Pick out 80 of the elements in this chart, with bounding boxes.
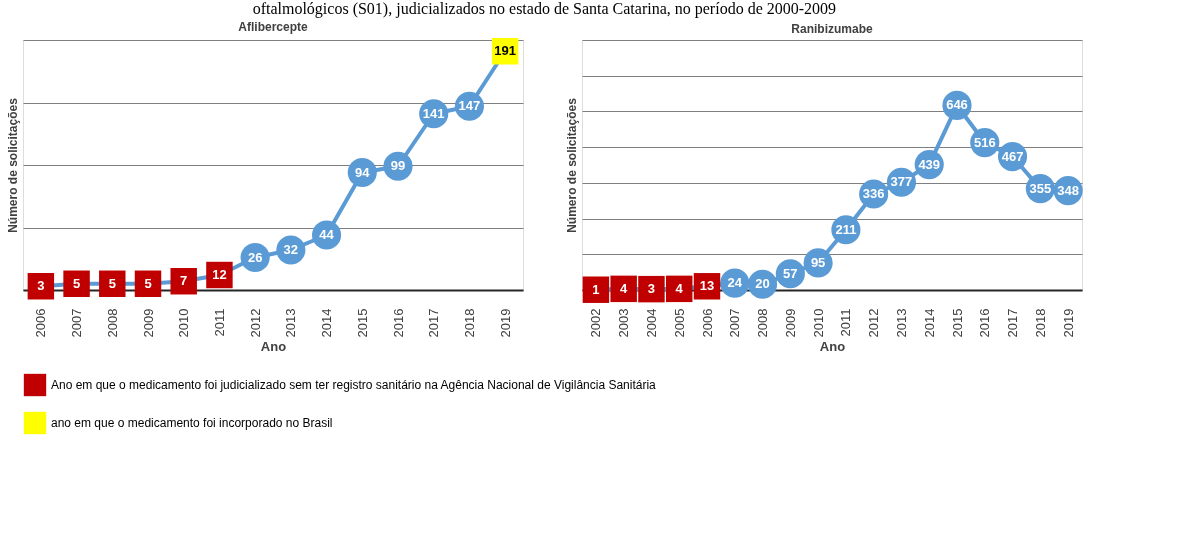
data-label: 3: [647, 281, 656, 297]
x-tick-label: 2002: [588, 308, 604, 338]
x-tick-label: 2009: [140, 308, 156, 338]
chart-title: Aflibercepte: [238, 20, 308, 35]
data-label: 12: [212, 267, 227, 282]
data-label: 3: [37, 278, 45, 294]
data-label: 95: [810, 254, 826, 270]
x-tick-label: 2015: [354, 308, 370, 338]
data-label: 13: [699, 278, 715, 294]
point: [610, 275, 637, 303]
point: [638, 275, 665, 303]
data-label: 336: [862, 186, 885, 201]
x-tick-label: 2008: [755, 308, 771, 338]
data-label: 439: [918, 156, 941, 172]
point: [582, 276, 610, 303]
point: [63, 270, 90, 297]
data-label: 7: [180, 273, 188, 289]
x-tick-label: 2008: [104, 308, 120, 338]
x-tick-label: 2004: [643, 308, 659, 338]
data-label: 4: [675, 280, 684, 296]
x-tick-label: 2019: [1060, 308, 1076, 338]
data-label: 44: [319, 227, 335, 242]
x-tick-label: 2010: [810, 308, 826, 338]
data-label: 1: [592, 281, 600, 297]
data-label: 141: [422, 105, 445, 121]
text: oftalmológicos (S01), judicializados no estado de Santa Catarina, no período de 2000-2009: [252, 0, 837, 18]
x-tick-label: 2007: [727, 308, 743, 338]
data-label: 32: [283, 242, 299, 257]
data-label: 211: [835, 221, 857, 237]
x-tick-label: 2005: [671, 308, 687, 338]
data-label: 377: [890, 174, 913, 190]
x-tick-label: 2013: [283, 308, 299, 338]
x-axis-title: Ano: [819, 339, 846, 355]
x-tick-label: 2014: [319, 308, 335, 338]
x-axis-title: Ano: [260, 339, 287, 355]
data-label: 4: [620, 280, 629, 296]
x-tick-label: 2012: [866, 308, 882, 338]
x-tick-label: 2018: [461, 308, 477, 338]
data-label: 646: [946, 97, 968, 113]
y-axis-title: Número de solicitações: [564, 97, 579, 233]
point: [170, 268, 197, 295]
x-tick-label: 2015: [949, 308, 965, 338]
x-tick-label: 2017: [1005, 308, 1021, 338]
data-label: 26: [247, 249, 263, 265]
x-tick-label: 2010: [176, 308, 192, 338]
data-label: 5: [108, 275, 116, 291]
data-label: 94: [355, 164, 371, 180]
x-tick-label: 2013: [893, 308, 909, 338]
y-axis-title: Número de solicitações: [5, 97, 20, 233]
point: [99, 270, 126, 297]
data-label: 24: [727, 275, 743, 291]
x-tick-label: 2006: [33, 308, 49, 338]
x-tick-label: 2011: [838, 308, 854, 337]
data-label: 355: [1029, 180, 1052, 196]
x-tick-label: 2016: [390, 308, 406, 338]
x-tick-label: 2003: [616, 308, 632, 338]
data-label: 516: [973, 134, 996, 150]
data-label: 57: [783, 265, 798, 281]
x-tick-label: 2006: [699, 308, 715, 338]
x-tick-label: 2011: [211, 308, 227, 337]
data-label: 99: [390, 158, 406, 174]
point: [665, 275, 693, 303]
data-label: 20: [755, 276, 770, 292]
x-tick-label: 2009: [782, 308, 798, 338]
data-label: 348: [1057, 182, 1079, 198]
legend-label: Ano em que o medicamento foi judicializado sem ter registro sanitário na Agência Nacional de Vigilância Sanitária: [51, 378, 657, 392]
data-label: 191: [494, 43, 516, 59]
x-tick-label: 2018: [1032, 308, 1048, 338]
x-tick-label: 2012: [247, 308, 263, 338]
legend-label: ano em que o medicamento foi incorporado no Brasil: [51, 416, 333, 430]
chart-title: Ranibizumabe: [791, 22, 873, 36]
x-tick-label: 2016: [977, 308, 993, 338]
data-label: 147: [458, 98, 481, 114]
data-label: 5: [144, 275, 152, 291]
x-tick-label: 2014: [921, 308, 937, 338]
x-tick-label: 2007: [69, 308, 85, 338]
x-tick-label: 2017: [426, 308, 442, 338]
x-tick-label: 2019: [497, 308, 513, 338]
data-label: 467: [1001, 148, 1024, 164]
data-label: 5: [72, 275, 81, 291]
